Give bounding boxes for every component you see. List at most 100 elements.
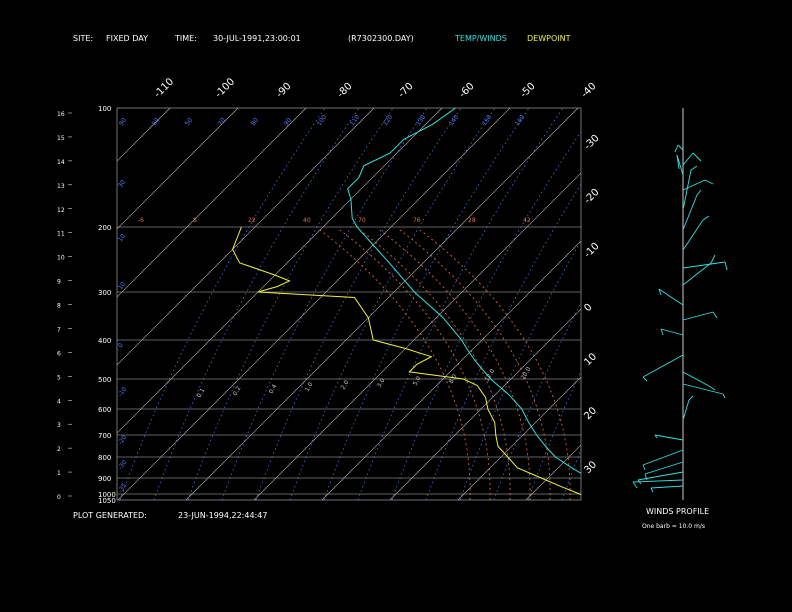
isotherm-line <box>117 108 511 500</box>
adiabat-label: 8 <box>193 217 197 224</box>
height-tick-label: 4 <box>57 398 61 405</box>
wind-barb <box>682 169 692 211</box>
mixing-ratio-line <box>119 108 326 500</box>
isotherm-line <box>321 240 581 500</box>
height-tick-label: 11 <box>57 231 65 238</box>
isotherm-top-label: -100 <box>213 76 237 100</box>
wind-barb <box>682 262 712 286</box>
wind-barb <box>682 179 706 191</box>
height-tick-label: 6 <box>57 350 61 357</box>
isotherm-top-label: -60 <box>457 81 476 100</box>
mixing-ratio-label: 2.0 <box>340 379 351 391</box>
adiabat-label: 28 <box>468 217 476 224</box>
header: SITE: FIXED DAY TIME: 30-JUL-1991,23:00:… <box>73 34 571 43</box>
isotherm-top-label: -70 <box>396 81 415 100</box>
theta-label: 160 <box>514 114 526 128</box>
height-tick-label: 2 <box>57 446 61 453</box>
adiabat-label: 40 <box>303 217 311 224</box>
wind-barb-flag <box>710 254 716 264</box>
mixing-ratio-label: 0.1 <box>196 387 207 399</box>
wind-barb-flag <box>704 179 714 185</box>
theta-label: 50 <box>184 117 194 127</box>
wind-barb-flag <box>696 189 702 196</box>
wind-barb-flag <box>642 376 648 382</box>
moist-adiabat-line <box>379 229 531 500</box>
height-tick-label: 16 <box>57 111 65 118</box>
theta-left-label: -35 <box>117 482 128 494</box>
theta-left-label: 0 <box>117 342 125 349</box>
pressure-tick-label: 300 <box>98 289 111 297</box>
mixing-ratio-lines <box>119 108 581 500</box>
wind-barb-flag <box>692 152 702 162</box>
theta-label: 150 <box>481 114 493 128</box>
wind-barb-flag <box>632 481 638 489</box>
wind-barb-flag <box>722 393 726 399</box>
mixing-ratio-line <box>459 240 581 500</box>
wind-barb <box>642 449 684 466</box>
theta-label: 80 <box>250 117 260 127</box>
wind-barb <box>677 144 684 151</box>
height-tick-label: 9 <box>57 279 61 286</box>
isotherm-line <box>117 108 443 434</box>
mixing-ratio-line <box>289 108 496 500</box>
adiabat-label: -6 <box>138 217 144 224</box>
wind-barb <box>682 194 698 231</box>
mixing-ratio-line <box>493 301 581 500</box>
height-tick-label: 1 <box>57 470 61 477</box>
wind-barb <box>682 371 710 387</box>
wind-barb-flag <box>702 215 710 221</box>
mixing-ratio-label: 8.0 <box>448 373 459 385</box>
moist-adiabats <box>319 229 571 500</box>
isotherm-right-label: 10 <box>582 351 599 368</box>
theta-label: 90 <box>283 117 293 127</box>
wind-barb <box>632 479 684 483</box>
height-tick-label: 8 <box>57 303 61 310</box>
isotherm-line <box>389 308 581 500</box>
adiabat-label: 22 <box>248 217 256 224</box>
isotherms <box>0 108 581 500</box>
isotherm-line <box>253 172 581 500</box>
pressure-tick-label: 900 <box>98 475 111 483</box>
site-value: FIXED DAY <box>106 34 148 43</box>
moist-adiabat-line <box>359 229 511 500</box>
height-tick-label: 13 <box>57 183 65 190</box>
wind-barb <box>682 261 726 269</box>
time-value: 30-JUL-1991,23:00:01 <box>213 34 301 43</box>
moist-adiabat-line <box>419 229 571 500</box>
pressure-tick-label: 200 <box>98 224 111 232</box>
isotherm-line <box>525 444 581 500</box>
mixing-ratio-label: 1.0 <box>304 381 315 393</box>
wind-barb <box>682 399 690 421</box>
wind-barb-flag <box>642 464 646 471</box>
theta-left-label: 10 <box>117 281 127 291</box>
profile-series <box>232 108 581 496</box>
mixing-ratio-line <box>187 108 394 500</box>
wind-barb <box>644 461 684 475</box>
theta-label: 60 <box>151 117 161 127</box>
mixing-ratio-label: 5.0 <box>412 375 423 387</box>
isotherm-top-label: -40 <box>579 81 598 100</box>
winds-profile-title: WINDS PROFILE <box>646 507 709 516</box>
pressure-tick-label: 600 <box>98 406 111 414</box>
isotherm-right-label: 20 <box>582 405 599 422</box>
isotherm-right-label: -20 <box>582 187 601 206</box>
mixing-ratio-line <box>425 183 581 500</box>
theta-left-label: -20 <box>117 434 128 446</box>
wind-barb <box>660 328 684 336</box>
plot-frame <box>116 107 582 501</box>
winds-barb-note: One barb = 10.0 m/s <box>642 523 705 530</box>
mixing-ratio-line <box>357 108 564 500</box>
plot-generated-label: PLOT GENERATED: <box>73 511 147 520</box>
wind-barb-flag <box>724 261 728 271</box>
mixing-ratio-line <box>255 108 462 500</box>
theta-left-label: -30 <box>117 459 128 471</box>
isotherm-line <box>0 108 34 500</box>
theta-label: 130 <box>415 114 427 128</box>
wind-barb <box>682 383 724 395</box>
wind-barb-flag <box>676 154 680 170</box>
theta-label: 120 <box>382 114 394 128</box>
moist-adiabat-line <box>339 229 491 500</box>
moist-adiabat-line <box>399 229 551 500</box>
theta-label: 140 <box>448 114 460 128</box>
